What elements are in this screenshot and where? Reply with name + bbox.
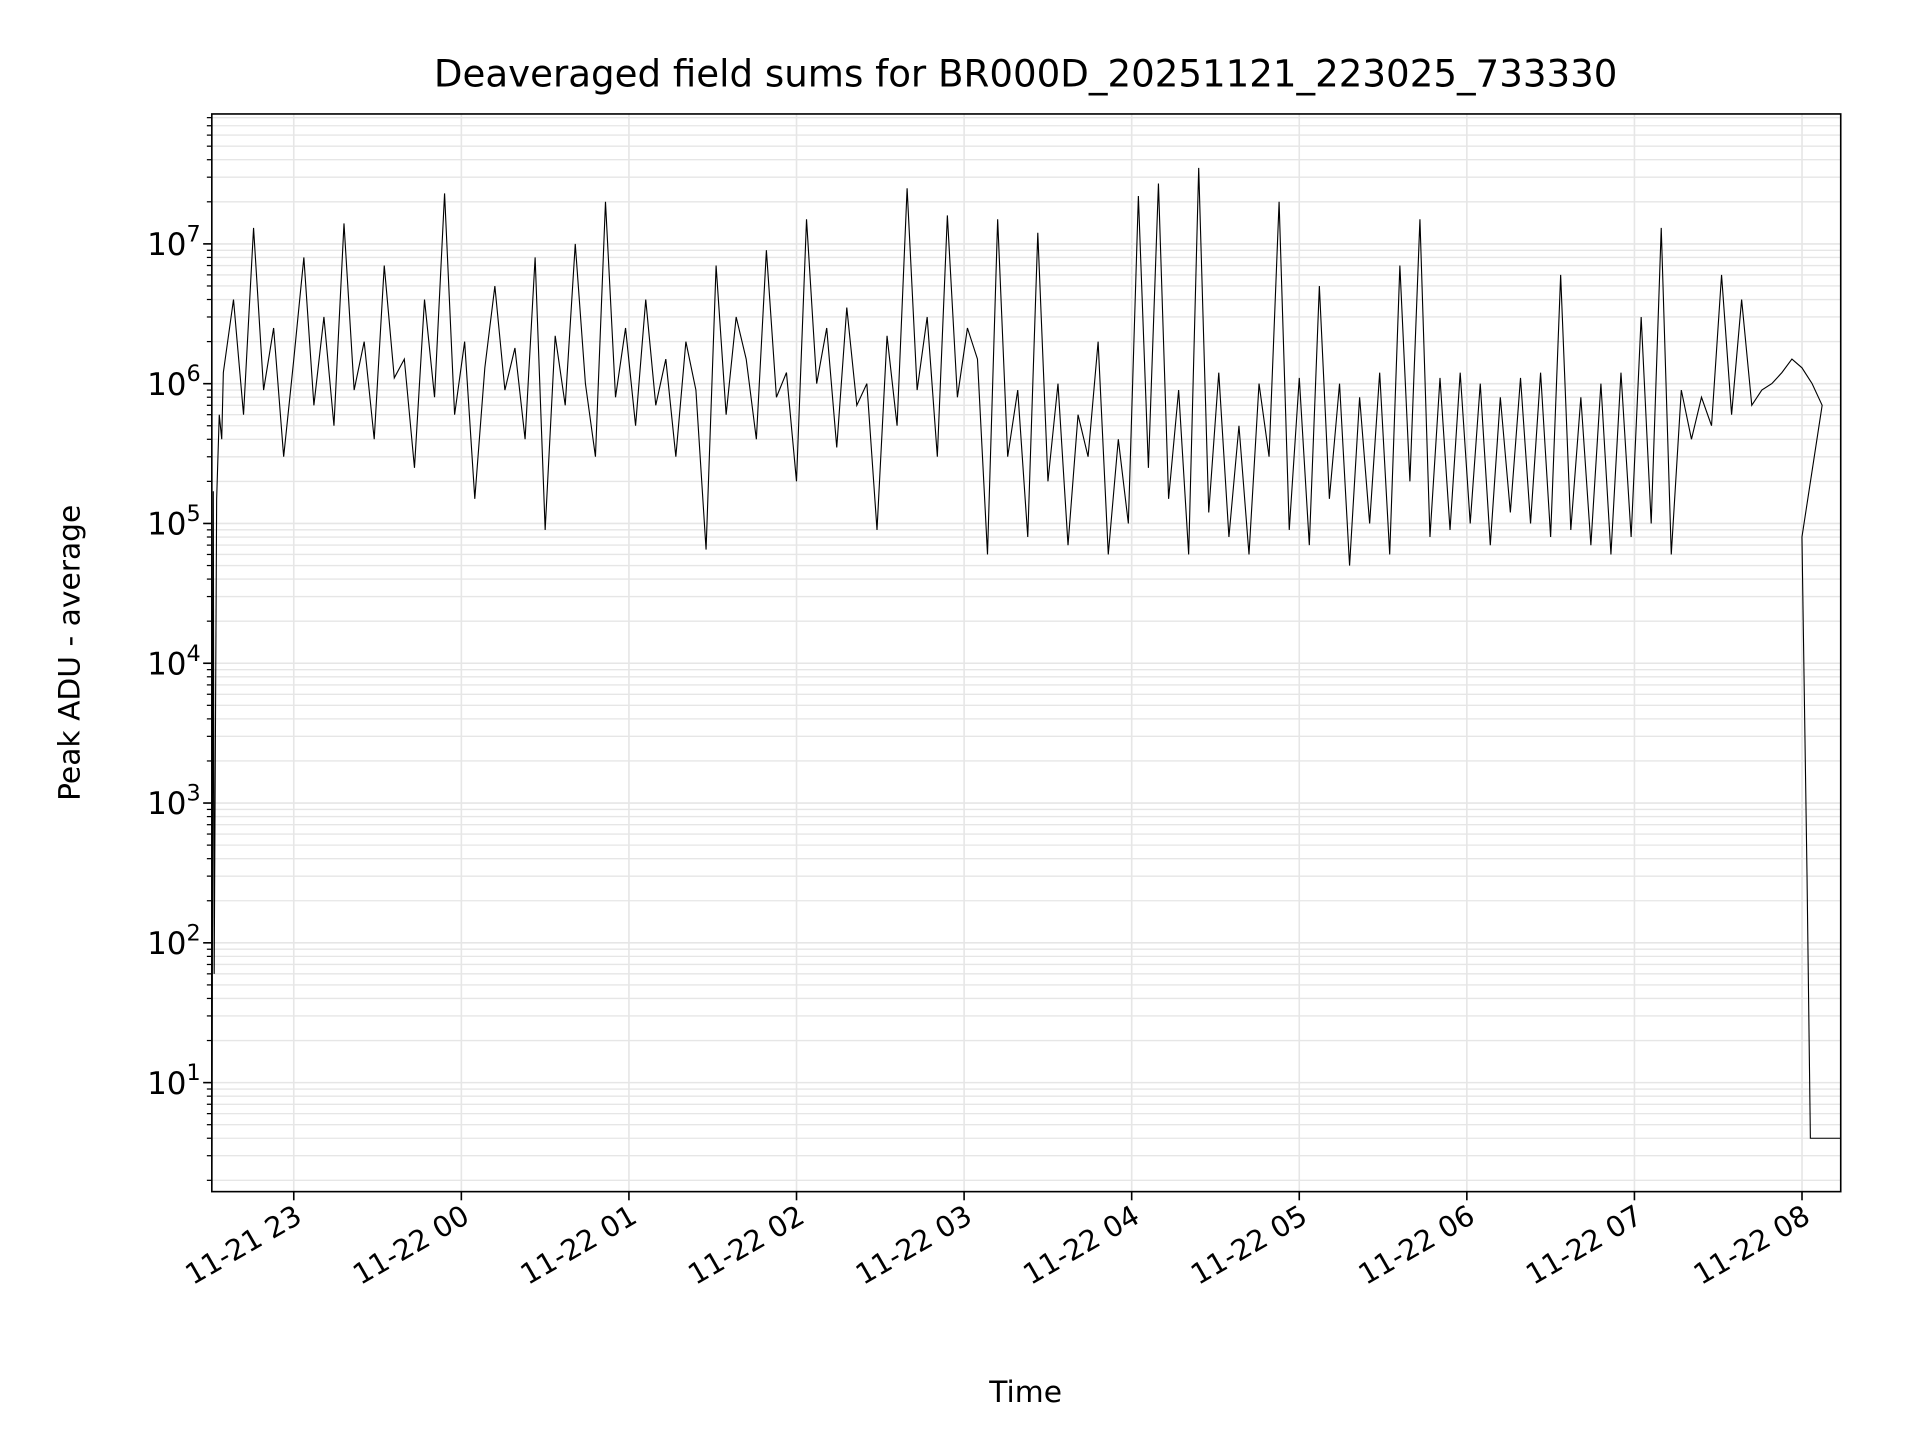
series-line	[211, 167, 1841, 1192]
x-axis-label: Time	[988, 1375, 1062, 1410]
y-tick-exponent: 7	[186, 221, 200, 247]
y-tick-exponent: 1	[186, 1060, 200, 1086]
y-tick-exponent: 3	[186, 781, 200, 807]
y-tick-label: 106	[147, 361, 201, 403]
y-tick-label: 104	[147, 641, 201, 683]
y-tick-base: 10	[147, 227, 186, 263]
chart-title: Deaveraged field sums for BR000D_2025112…	[434, 53, 1618, 96]
y-tick-exponent: 2	[186, 920, 200, 946]
y-axis-label: Peak ADU - average	[52, 505, 87, 801]
y-tick-label: 107	[147, 221, 201, 263]
y-tick-base: 10	[147, 367, 186, 403]
y-tick-label: 103	[147, 781, 201, 823]
y-tick-exponent: 6	[186, 361, 200, 387]
y-tick-exponent: 4	[186, 641, 200, 667]
y-tick-base: 10	[147, 926, 186, 962]
y-tick-base: 10	[147, 1066, 186, 1102]
y-tick-label: 105	[147, 501, 201, 543]
y-tick-exponent: 5	[186, 501, 200, 527]
plot-frame	[211, 113, 1842, 1193]
y-tick-base: 10	[147, 786, 186, 822]
y-tick-label: 102	[147, 920, 201, 962]
y-tick-base: 10	[147, 507, 186, 543]
y-tick-label: 101	[147, 1060, 201, 1102]
y-tick-base: 10	[147, 646, 186, 682]
grid	[211, 113, 1841, 1192]
